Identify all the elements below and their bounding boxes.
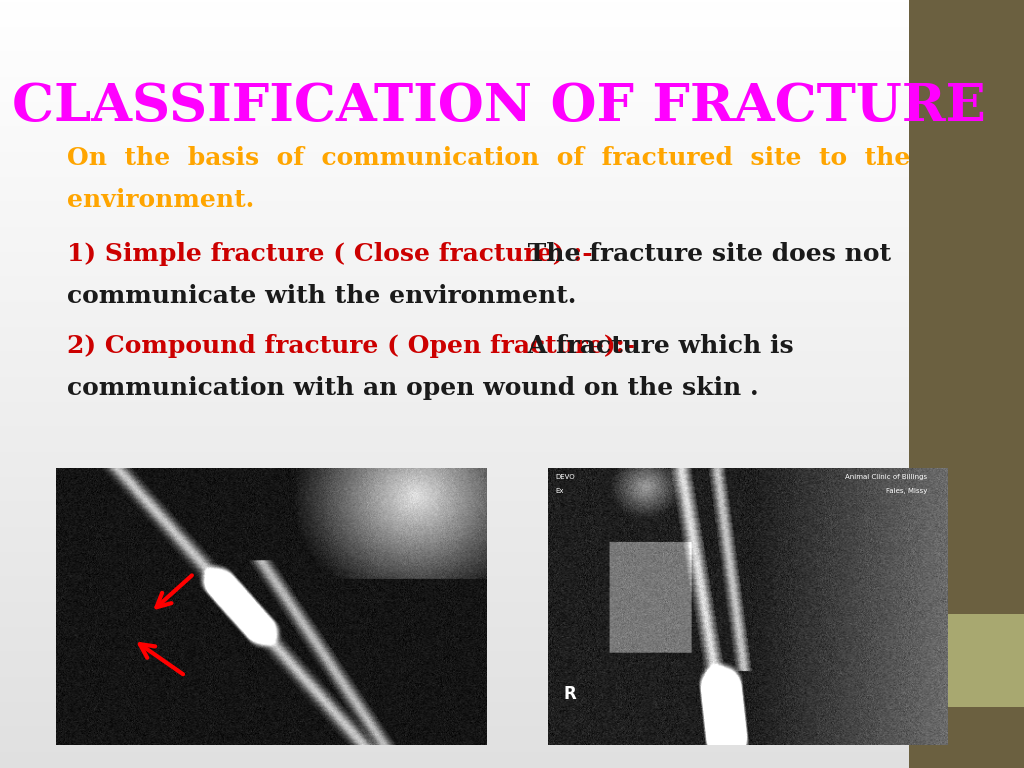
- Text: R: R: [564, 686, 577, 703]
- Bar: [909, 614, 1024, 707]
- Text: Ex: Ex: [556, 488, 564, 494]
- Text: environment.: environment.: [67, 188, 254, 212]
- Text: CLASSIFICATION OF FRACTURE: CLASSIFICATION OF FRACTURE: [12, 81, 986, 131]
- Text: 2) Compound fracture ( Open fracture):-: 2) Compound fracture ( Open fracture):-: [67, 334, 635, 358]
- Text: communication with an open wound on the skin .: communication with an open wound on the …: [67, 376, 758, 400]
- Text: On  the  basis  of  communication  of  fractured  site  to  the: On the basis of communication of fractur…: [67, 146, 910, 170]
- Text: A fracture which is: A fracture which is: [519, 334, 794, 358]
- Text: The fracture site does not: The fracture site does not: [519, 242, 891, 266]
- Text: 1) Simple fracture ( Close fracture) :-: 1) Simple fracture ( Close fracture) :-: [67, 242, 592, 266]
- Text: DEVO: DEVO: [556, 474, 575, 480]
- Bar: [909, 707, 1024, 768]
- Text: Fales, Missy: Fales, Missy: [886, 488, 928, 494]
- Text: Animal Clinic of Billings: Animal Clinic of Billings: [845, 474, 928, 480]
- Text: communicate with the environment.: communicate with the environment.: [67, 284, 575, 308]
- Bar: [909, 0, 1024, 614]
